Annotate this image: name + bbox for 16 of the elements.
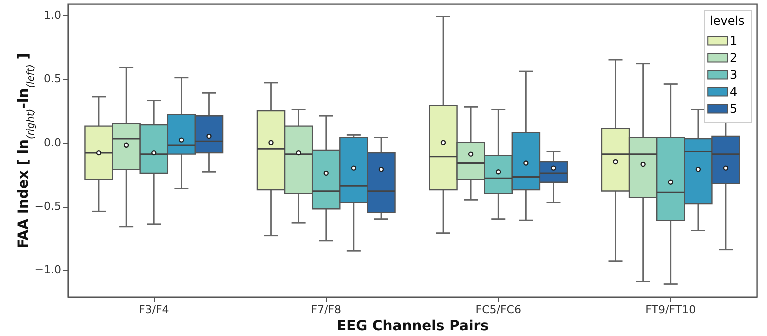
legend-label: 3 [730, 68, 738, 82]
legend-label: 5 [730, 102, 738, 116]
x-axis-title: EEG Channels Pairs [337, 318, 489, 334]
legend-label: 4 [730, 85, 738, 99]
y-tick-label: 1.0 [44, 8, 62, 22]
y-tick-label: −1.0 [34, 264, 62, 277]
x-tick-label: F3/F4 [138, 304, 170, 316]
y-tick-label: 0.5 [44, 72, 62, 86]
y-tick-label: 0.0 [44, 136, 62, 150]
legend-label: 1 [730, 34, 738, 48]
x-tick-label: FC5/FC6 [476, 304, 522, 316]
x-tick-label: FT9/FT10 [646, 304, 696, 316]
y-tick-label: −0.5 [34, 200, 62, 214]
x-tick-label: F7/F8 [311, 304, 342, 316]
legend-title: levels [710, 14, 745, 28]
legend-label: 2 [730, 51, 738, 65]
